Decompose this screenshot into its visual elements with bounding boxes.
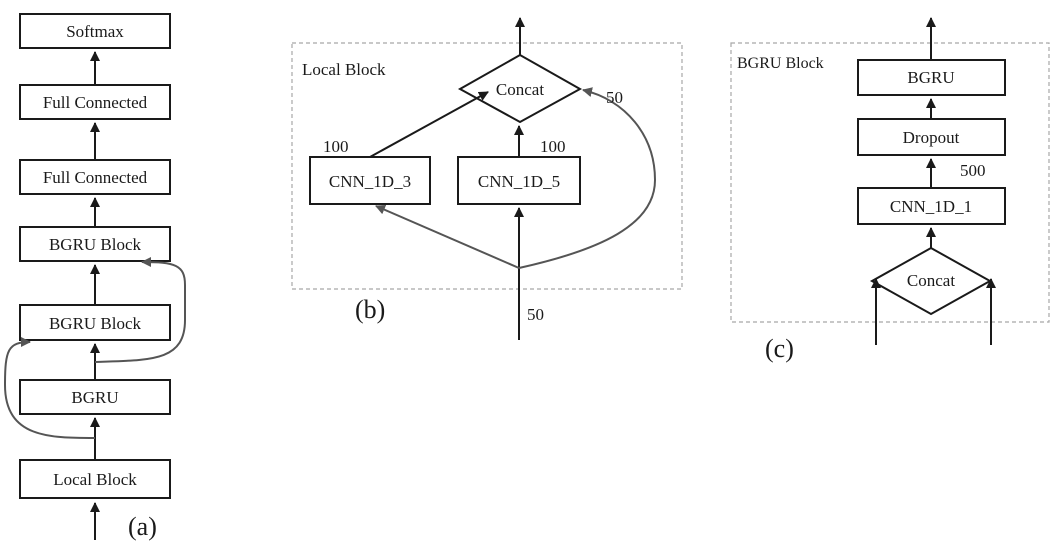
node-softmax-label: Softmax	[66, 22, 124, 41]
panel-b: Local Block Concat CNN_1D_3 CNN_1D_5 100…	[291, 17, 683, 340]
node-full-connected-1-label: Full Connected	[43, 168, 148, 187]
caption-c: (c)	[765, 334, 794, 363]
panel-a: Softmax Full Connected Full Connected BG…	[3, 13, 186, 541]
node-bgru-c-label: BGRU	[907, 68, 954, 87]
node-local-block-label: Local Block	[53, 470, 137, 489]
node-bgru-block-2-label: BGRU Block	[49, 235, 142, 254]
caption-a: (a)	[128, 512, 157, 541]
edge-label-cnn-1d-5-out: 100	[540, 137, 566, 156]
local-block-title: Local Block	[302, 60, 386, 79]
edge-label-input: 50	[527, 305, 544, 324]
node-concat-c: Concat	[869, 246, 993, 316]
node-cnn-1d-5-label: CNN_1D_5	[478, 172, 560, 191]
node-softmax: Softmax	[19, 13, 171, 49]
node-local-block: Local Block	[19, 459, 171, 499]
arrow-cnn-1d-3-to-concat	[369, 91, 489, 158]
panel-c: BGRU Block BGRU Dropout CNN_1D_1 Concat …	[730, 17, 1050, 363]
skip-connection-local-block-to-bgru-block-1	[3, 337, 96, 439]
node-dropout: Dropout	[857, 118, 1006, 156]
node-bgru-label: BGRU	[71, 388, 118, 407]
node-cnn-1d-3-label: CNN_1D_3	[329, 172, 411, 191]
caption-b: (b)	[355, 295, 385, 324]
node-concat-b: Concat	[457, 53, 583, 124]
local-block-boundary	[291, 42, 683, 290]
node-full-connected-2-label: Full Connected	[43, 93, 148, 112]
node-concat-b-label: Concat	[496, 80, 544, 99]
node-bgru-block-1-label: BGRU Block	[49, 314, 142, 333]
node-cnn-1d-1: CNN_1D_1	[857, 187, 1006, 225]
node-cnn-1d-1-label: CNN_1D_1	[890, 197, 972, 216]
skip-connection-bgru-to-bgru-block-2	[94, 257, 186, 363]
node-cnn-1d-3: CNN_1D_3	[309, 156, 431, 205]
bgru-block-boundary	[730, 42, 1050, 323]
bgru-block-title: BGRU Block	[737, 55, 824, 72]
node-concat-c-label: Concat	[907, 271, 955, 290]
node-bgru-block-1: BGRU Block	[19, 304, 171, 341]
arrow-input-to-cnn-1d-3	[375, 204, 520, 269]
edge-label-cnn-1d-3-out: 100	[323, 137, 349, 156]
node-dropout-label: Dropout	[903, 128, 960, 147]
node-full-connected-2: Full Connected	[19, 84, 171, 120]
edge-label-skip: 50	[606, 88, 623, 107]
node-bgru: BGRU	[19, 379, 171, 415]
node-bgru-block-2: BGRU Block	[19, 226, 171, 262]
node-bgru-c: BGRU	[857, 59, 1006, 96]
node-cnn-1d-5: CNN_1D_5	[457, 156, 581, 205]
edge-label-cnn-1d-1-out: 500	[960, 161, 986, 180]
skip-connection-input-to-concat	[518, 87, 657, 269]
node-full-connected-1: Full Connected	[19, 159, 171, 195]
